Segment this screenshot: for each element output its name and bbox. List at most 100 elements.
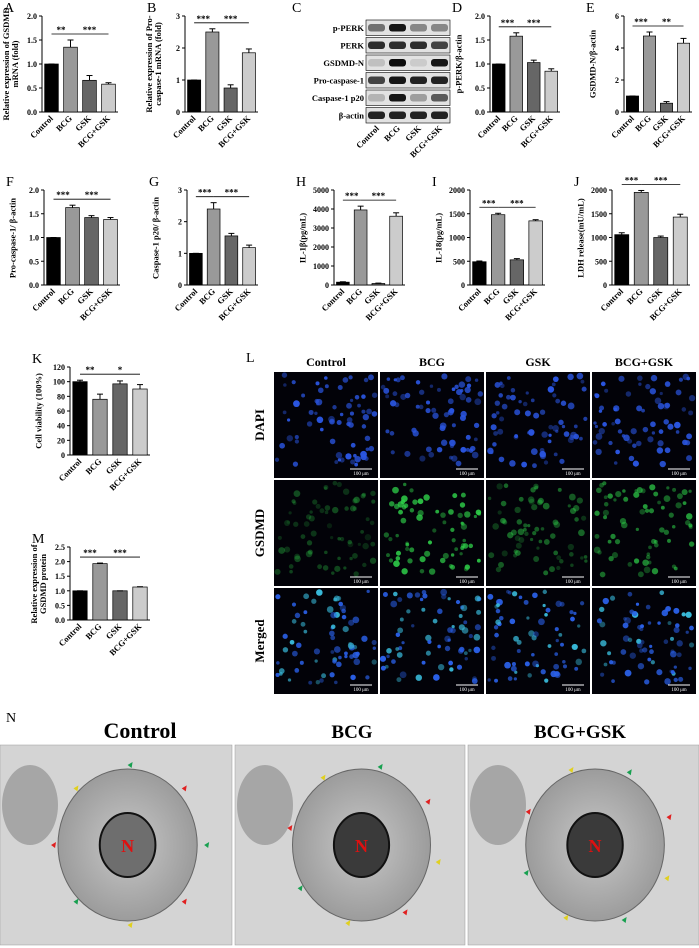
- y-tick-label: 2.0: [29, 186, 39, 195]
- cell-nucleus: [611, 552, 619, 559]
- cell-nucleus: [544, 612, 548, 617]
- cell-nucleus: [451, 423, 456, 428]
- arrowhead: [127, 922, 133, 928]
- cell-nucleus: [654, 397, 662, 405]
- cell-nucleus: [303, 629, 308, 634]
- blot-row-label: Caspase-1 p20: [312, 93, 364, 103]
- arrowhead: [435, 859, 441, 866]
- cell-nucleus: [594, 424, 599, 429]
- cell-nucleus: [498, 561, 504, 568]
- cell-nucleus: [349, 398, 354, 402]
- cell-nucleus: [449, 439, 455, 446]
- cell-nucleus: [451, 538, 456, 543]
- cell-nucleus: [275, 672, 280, 677]
- cell-nucleus: [613, 498, 617, 502]
- cell-nucleus: [607, 651, 612, 656]
- cell-nucleus: [491, 655, 496, 661]
- cell-nucleus: [463, 651, 468, 656]
- cell-nucleus: [594, 393, 600, 399]
- blot-band: [389, 94, 406, 102]
- cell-nucleus: [315, 680, 320, 685]
- cell-nucleus: [575, 658, 583, 666]
- cell-nucleus: [465, 434, 471, 440]
- cell-nucleus: [577, 624, 581, 628]
- bar: [132, 388, 148, 456]
- y-tick-label: 1000: [313, 262, 329, 271]
- cell-nucleus: [305, 514, 312, 520]
- y-tick-label: 4000: [313, 205, 329, 214]
- cell-nucleus: [510, 387, 516, 393]
- cell-nucleus: [395, 632, 401, 637]
- cell-nucleus: [607, 493, 613, 499]
- cell-nucleus: [525, 391, 529, 395]
- arrowhead: [73, 785, 79, 792]
- cell-nucleus: [493, 625, 499, 630]
- cell-nucleus: [399, 617, 404, 622]
- cell-nucleus: [540, 669, 546, 675]
- cell-nucleus: [547, 644, 552, 648]
- y-tick-label: 0.5: [475, 84, 485, 93]
- cell-nucleus: [388, 537, 393, 542]
- cell-nucleus: [352, 506, 358, 511]
- cell-nucleus: [360, 529, 364, 534]
- cell-nucleus: [473, 437, 478, 442]
- x-tick-label: Control: [56, 621, 83, 648]
- cell-nucleus: [342, 377, 349, 383]
- blot-band: [368, 94, 385, 102]
- cell-nucleus: [555, 429, 559, 433]
- cell-nucleus: [558, 419, 564, 426]
- cell-nucleus: [362, 413, 369, 421]
- cell-nucleus: [627, 591, 633, 597]
- significance-label: ***: [345, 191, 359, 201]
- cell-nucleus: [419, 389, 425, 395]
- cell-nucleus: [301, 393, 306, 398]
- cell-nucleus: [637, 375, 643, 381]
- cell-nucleus: [639, 508, 646, 515]
- cell-nucleus: [499, 615, 504, 621]
- cell-nucleus: [336, 419, 342, 426]
- y-tick-label: 1.5: [27, 36, 37, 45]
- micrograph-bg: [592, 588, 696, 694]
- blot-band: [368, 59, 385, 67]
- cell-nucleus: [487, 447, 494, 455]
- cell-nucleus: [521, 461, 528, 468]
- cell-nucleus: [514, 409, 521, 416]
- cell-nucleus: [608, 440, 613, 446]
- bar: [371, 283, 386, 286]
- cell-nucleus: [653, 491, 659, 497]
- cell-nucleus: [678, 676, 684, 682]
- cell-nucleus: [465, 447, 470, 452]
- cell-nucleus: [334, 565, 341, 572]
- bar: [44, 63, 59, 113]
- y-tick-label: 60: [57, 407, 65, 416]
- cell-nucleus: [503, 483, 509, 488]
- cell-nucleus: [688, 523, 693, 528]
- bar: [206, 208, 221, 286]
- cell-nucleus: [316, 416, 324, 424]
- cell-nucleus: [332, 480, 338, 486]
- cell-nucleus: [386, 553, 390, 558]
- cell-nucleus: [417, 498, 424, 505]
- cell-nucleus: [636, 405, 643, 412]
- significance-label: ***: [225, 188, 239, 198]
- cell-nucleus: [530, 487, 536, 493]
- cell-nucleus: [303, 610, 308, 615]
- cell-nucleus: [666, 486, 670, 490]
- cell-nucleus: [526, 616, 530, 620]
- cell-nucleus: [647, 436, 654, 443]
- cell-nucleus: [451, 387, 456, 392]
- x-tick-label: BCG: [633, 113, 653, 133]
- cell-nucleus: [624, 617, 631, 624]
- cell-nucleus: [532, 463, 537, 469]
- cell-nucleus: [657, 440, 664, 447]
- cell-nucleus: [389, 431, 395, 436]
- micrograph: 100 μm: [380, 372, 484, 478]
- y-tick-label: 0: [603, 281, 607, 290]
- cell-nucleus: [648, 545, 652, 550]
- cell-nucleus: [649, 484, 656, 491]
- cell-nucleus: [523, 523, 528, 528]
- cell-nucleus: [353, 658, 361, 666]
- cell-nucleus: [559, 458, 565, 464]
- cell-nucleus: [581, 648, 587, 654]
- blot-band: [410, 59, 427, 67]
